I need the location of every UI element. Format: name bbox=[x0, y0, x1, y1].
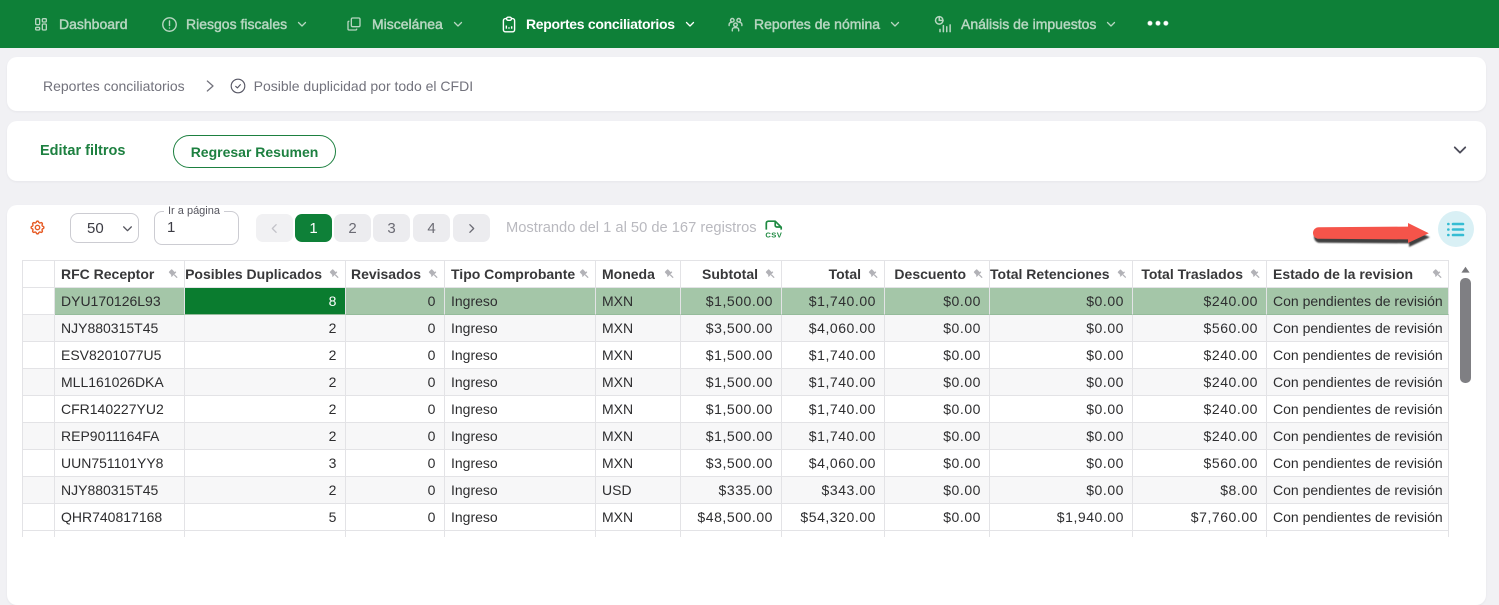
svg-text:CSV: CSV bbox=[765, 230, 782, 238]
